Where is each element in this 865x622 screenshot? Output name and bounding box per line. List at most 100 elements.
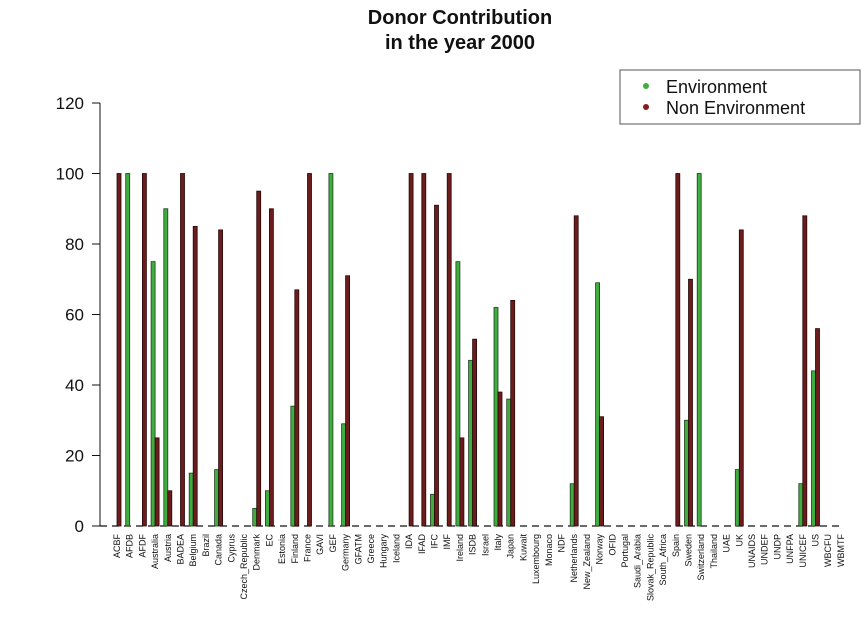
x-tick-label: Canada bbox=[214, 534, 224, 566]
x-tick-label: Brazil bbox=[201, 534, 211, 557]
y-tick-label: 0 bbox=[75, 517, 84, 536]
bar-non-environment-denmark bbox=[256, 190, 262, 527]
x-tick-label: BADEA bbox=[176, 534, 186, 565]
y-tick-label: 60 bbox=[65, 306, 84, 325]
bars bbox=[100, 173, 843, 527]
bar-environment-norway bbox=[595, 282, 600, 527]
y-tick-label: 120 bbox=[56, 94, 84, 113]
bar-environment-us bbox=[811, 370, 816, 527]
x-tick-label: EC bbox=[264, 534, 274, 547]
x-tick-label: Sweden bbox=[684, 534, 694, 567]
bar-non-environment-austria bbox=[167, 490, 173, 527]
x-tick-label: Kuwait bbox=[518, 534, 528, 562]
x-tick-label: Saudi_Arabia bbox=[633, 534, 643, 588]
x-tick-label: South_Africa bbox=[658, 534, 668, 586]
bar-environment-italy bbox=[493, 307, 499, 527]
x-tick-label: Slovak_Republic bbox=[645, 534, 655, 602]
x-tick-label: Spain bbox=[671, 534, 681, 557]
y-tick-label: 80 bbox=[65, 235, 84, 254]
bar-non-environment-us bbox=[815, 328, 820, 527]
x-tick-label: Greece bbox=[366, 534, 376, 564]
bar-non-environment-imf bbox=[446, 173, 452, 527]
bar-environment-sweden bbox=[684, 419, 689, 527]
bar-environment-finland bbox=[290, 405, 296, 527]
x-tick-label: NDF bbox=[557, 534, 567, 553]
legend: Environment Non Environment bbox=[619, 69, 861, 125]
bar-non-environment-badea bbox=[180, 173, 185, 527]
x-tick-label: Australia bbox=[150, 534, 160, 569]
x-tick-label: AFDF bbox=[137, 534, 147, 558]
x-tick-label: ISDB bbox=[468, 534, 478, 555]
bar-environment-australia bbox=[150, 261, 156, 527]
bar-environment-ifc bbox=[430, 493, 435, 527]
bar-environment-isdb bbox=[468, 359, 474, 527]
chart-title-line-2: in the year 2000 bbox=[385, 32, 535, 54]
x-tick-label: Czech_Republic bbox=[239, 534, 249, 600]
x-tick-label: Iceland bbox=[391, 534, 401, 563]
x-tick-label: ACBF bbox=[112, 534, 122, 559]
bar-non-environment-australia bbox=[154, 437, 160, 527]
bar-environment-netherlands bbox=[569, 483, 575, 527]
bar-non-environment-ireland bbox=[459, 437, 465, 527]
bar-environment-ireland bbox=[455, 261, 461, 527]
x-tick-label: Estonia bbox=[277, 534, 287, 564]
x-tick-label: UK bbox=[734, 534, 744, 547]
x-tick-label: UNDP bbox=[772, 534, 782, 560]
x-tick-label: UNDEF bbox=[760, 533, 770, 565]
bar-non-environment-germany bbox=[345, 275, 351, 527]
x-axis-labels: ACBF AFDB AFDF Australia Austria BADEA Belgium… bbox=[112, 533, 846, 601]
x-tick-label: Finland bbox=[290, 534, 300, 564]
x-tick-label: Switzerland bbox=[696, 534, 706, 581]
x-tick-label: GEF bbox=[328, 534, 338, 553]
bar-non-environment-finland bbox=[294, 289, 300, 527]
x-tick-label: UAE bbox=[722, 534, 732, 553]
x-tick-label: Hungary bbox=[379, 534, 389, 569]
y-tick-label: 40 bbox=[65, 376, 84, 395]
x-tick-label: Denmark bbox=[252, 534, 262, 571]
legend-label-non-environment: Non Environment bbox=[666, 98, 805, 118]
bar-environment-afdb bbox=[125, 173, 131, 527]
legend-box bbox=[619, 69, 861, 125]
bar-non-environment-acbf bbox=[116, 173, 122, 527]
x-tick-label: Italy bbox=[493, 534, 503, 551]
x-tick-label: Germany bbox=[341, 534, 351, 572]
bar-non-environment-spain bbox=[675, 173, 681, 527]
legend-marker-environment bbox=[643, 83, 649, 89]
bar-non-environment-canada bbox=[218, 229, 224, 527]
x-tick-label: Portugal bbox=[620, 534, 630, 568]
x-tick-label: Monaco bbox=[544, 534, 554, 566]
x-tick-label: Netherlands bbox=[569, 534, 579, 583]
x-tick-label: WBCFU bbox=[823, 534, 833, 567]
bar-environment-japan bbox=[506, 398, 512, 527]
x-tick-label: IDA bbox=[404, 534, 414, 549]
bar-non-environment-afdf bbox=[141, 173, 147, 527]
bar-environment-belgium bbox=[188, 472, 194, 527]
x-tick-label: WBMTF bbox=[836, 534, 846, 567]
x-tick-label: Thailand bbox=[709, 534, 719, 569]
x-tick-label: OFID bbox=[607, 534, 617, 556]
bar-non-environment-ifc bbox=[434, 204, 439, 527]
bar-non-environment-unicef bbox=[802, 215, 808, 527]
y-axis: 0 20 40 60 80 100 120 bbox=[56, 94, 101, 536]
bar-non-environment-sweden bbox=[688, 278, 693, 527]
x-tick-label: Luxembourg bbox=[531, 534, 541, 584]
bar-environment-canada bbox=[214, 469, 220, 527]
bar-environment-unicef bbox=[798, 483, 804, 527]
x-tick-label: Belgium bbox=[188, 534, 198, 567]
x-tick-label: Austria bbox=[163, 534, 173, 562]
x-tick-label: AFDB bbox=[125, 534, 135, 558]
bar-environment-denmark bbox=[252, 507, 258, 527]
x-tick-label: New_Zealand bbox=[582, 534, 592, 590]
chart-title-line-1: Donor Contribution bbox=[368, 7, 552, 29]
bar-non-environment-ida bbox=[408, 173, 414, 527]
legend-marker-non-environment bbox=[643, 104, 649, 110]
x-tick-label: France bbox=[303, 534, 313, 562]
bar-environment-ec bbox=[264, 490, 270, 527]
x-tick-label: UNAIDS bbox=[747, 534, 757, 568]
bar-non-environment-uk bbox=[738, 229, 744, 527]
y-tick-label: 20 bbox=[65, 447, 84, 466]
bar-environment-austria bbox=[163, 208, 169, 527]
x-tick-label: US bbox=[811, 534, 821, 547]
bar-non-environment-ec bbox=[268, 208, 274, 527]
